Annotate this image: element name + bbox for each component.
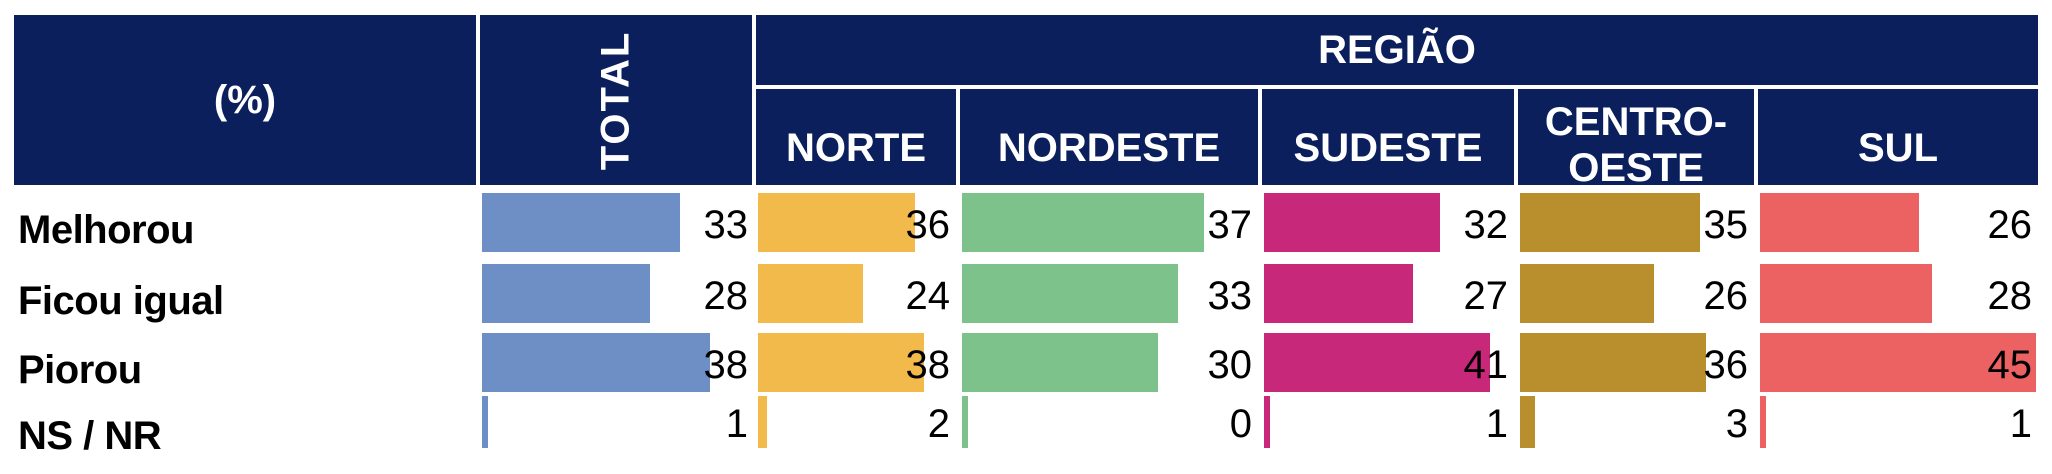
header-regiao-label: REGIÃO xyxy=(1318,27,1476,72)
value-nordeste-piorou: 30 xyxy=(1207,342,1253,387)
header-centro-oeste: CENTRO-OESTE xyxy=(1518,89,1754,185)
bar-norte-ficou-igual xyxy=(758,264,863,323)
header-norte-label: NORTE xyxy=(786,126,926,170)
value-sul-ns-nr: 1 xyxy=(2009,402,2032,446)
value-sudeste-ficou-igual: 27 xyxy=(1463,273,1509,318)
value-norte-ns-nr: 2 xyxy=(927,402,950,446)
bar-total-ns-nr xyxy=(482,396,488,448)
value-norte-melhorou: 36 xyxy=(905,202,951,247)
bar-norte-melhorou xyxy=(758,193,915,252)
bar-sul-ficou-igual xyxy=(1760,264,1932,323)
bar-sul-ns-nr xyxy=(1760,396,1767,448)
value-sudeste-ns-nr: 1 xyxy=(1485,402,1508,446)
bar-total-melhorou xyxy=(482,193,680,252)
bar-sul-piorou xyxy=(1760,333,2036,392)
value-total-ficou-igual: 28 xyxy=(703,273,749,318)
bar-centro-oeste-melhorou xyxy=(1520,193,1701,252)
header-regiao: REGIÃO xyxy=(756,15,2038,85)
header-nordeste: NORDESTE xyxy=(960,89,1258,185)
value-norte-piorou: 38 xyxy=(905,342,951,387)
bar-sudeste-melhorou xyxy=(1264,193,1441,252)
header-total: TOTAL xyxy=(480,15,752,185)
bar-sudeste-piorou xyxy=(1264,333,1490,392)
value-total-melhorou: 33 xyxy=(703,202,749,247)
value-nordeste-ficou-igual: 33 xyxy=(1207,273,1253,318)
bar-centro-oeste-ns-nr xyxy=(1520,396,1536,448)
row-label-ns-nr: NS / NR xyxy=(18,414,162,458)
row-label-melhorou: Melhorou xyxy=(18,208,194,252)
value-total-piorou: 38 xyxy=(703,342,749,387)
bar-total-ficou-igual xyxy=(482,264,650,323)
bar-nordeste-ns-nr xyxy=(962,396,968,448)
value-centro-oeste-piorou: 36 xyxy=(1703,342,1749,387)
value-centro-oeste-ficou-igual: 26 xyxy=(1703,273,1749,318)
value-nordeste-ns-nr: 0 xyxy=(1229,402,1252,446)
value-nordeste-melhorou: 37 xyxy=(1207,202,1253,247)
value-centro-oeste-ns-nr: 3 xyxy=(1725,402,1748,446)
value-sudeste-piorou: 41 xyxy=(1463,342,1509,387)
value-sul-melhorou: 26 xyxy=(1987,202,2033,247)
header-sul: SUL xyxy=(1758,89,2038,185)
header-norte: NORTE xyxy=(756,89,956,185)
bar-nordeste-melhorou xyxy=(962,193,1204,252)
header-percent: (%) xyxy=(14,15,476,185)
header-sudeste: SUDESTE xyxy=(1262,89,1514,185)
bar-sudeste-ficou-igual xyxy=(1264,264,1413,323)
value-sul-ficou-igual: 28 xyxy=(1987,273,2033,318)
bar-norte-piorou xyxy=(758,333,924,392)
header-sudeste-label: SUDESTE xyxy=(1293,126,1483,170)
value-sudeste-melhorou: 32 xyxy=(1463,202,1509,247)
value-sul-piorou: 45 xyxy=(1987,342,2033,387)
bar-norte-ns-nr xyxy=(758,396,767,448)
bar-total-piorou xyxy=(482,333,710,392)
value-norte-ficou-igual: 24 xyxy=(905,273,951,318)
bar-nordeste-ficou-igual xyxy=(962,264,1178,323)
bar-sul-melhorou xyxy=(1760,193,1920,252)
header-nordeste-label: NORDESTE xyxy=(997,126,1221,170)
header-centro-oeste-label: CENTRO-OESTE xyxy=(1544,100,1728,185)
header-sul-label: SUL xyxy=(1858,126,1938,170)
header-percent-label: (%) xyxy=(213,77,277,122)
bar-centro-oeste-piorou xyxy=(1520,333,1706,392)
row-label-ficou-igual: Ficou igual xyxy=(18,279,224,323)
value-total-ns-nr: 1 xyxy=(725,402,748,446)
value-centro-oeste-melhorou: 35 xyxy=(1703,202,1749,247)
bar-sudeste-ns-nr xyxy=(1264,396,1270,448)
bar-centro-oeste-ficou-igual xyxy=(1520,264,1655,323)
header-total-label: TOTAL xyxy=(593,30,638,170)
bar-nordeste-piorou xyxy=(962,333,1158,392)
row-label-piorou: Piorou xyxy=(18,348,142,392)
